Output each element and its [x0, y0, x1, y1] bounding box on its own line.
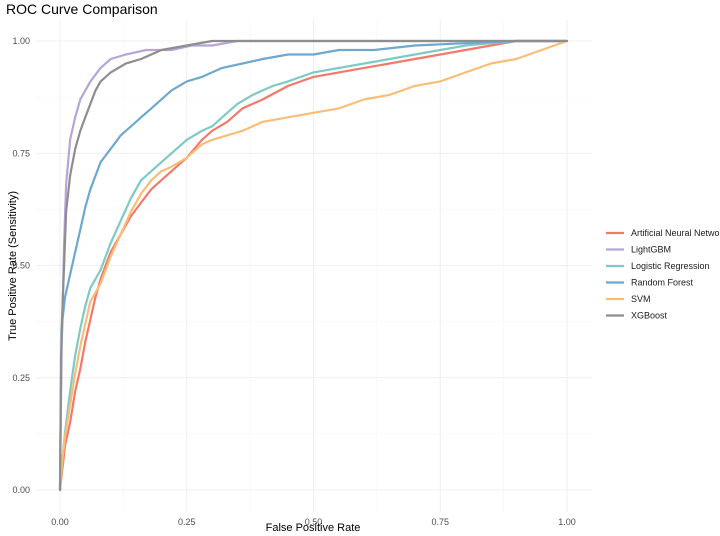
legend-label: LightGBM: [631, 245, 671, 255]
roc-curve-xgboost: [58, 39, 569, 492]
roc-curve-random-forest: [58, 39, 569, 492]
roc-curve-lightgbm: [58, 39, 569, 492]
x-tick-label: 0.50: [305, 517, 323, 527]
curves: [58, 39, 569, 492]
grid: [36, 20, 592, 512]
y-tick-label: 0.75: [12, 148, 30, 158]
legend: Artificial Neural Network LightGBM Logisti…: [606, 228, 720, 321]
y-tick-label: 0.50: [12, 261, 30, 271]
y-axis-title: True Positive Rate (Sensitivity): [7, 191, 19, 341]
x-tick-label: 0.25: [178, 517, 196, 527]
y-tick-label: 0.25: [12, 373, 30, 383]
legend-label: Artificial Neural Network: [631, 228, 720, 238]
roc-curve-svm: [58, 39, 569, 492]
x-tick-label: 1.00: [558, 517, 576, 527]
tick-labels: 0.00 0.25 0.50 0.75 1.00 0.00 0.25 0.50 0.75 1.00: [12, 36, 575, 527]
x-tick-label: 0.75: [431, 517, 449, 527]
legend-label: SVM: [631, 294, 651, 304]
x-tick-label: 0.00: [51, 517, 69, 527]
y-tick-label: 1.00: [12, 36, 30, 46]
roc-curve-logistic-regression: [58, 39, 569, 492]
legend-label: XGBoost: [631, 311, 668, 321]
x-axis-title: False Positive Rate: [266, 522, 361, 534]
chart-title: ROC Curve Comparison: [6, 1, 158, 17]
legend-label: Random Forest: [631, 278, 694, 288]
legend-label: Logistic Regression: [631, 261, 710, 271]
roc-curve-artificial-neural-network: [58, 39, 569, 492]
y-tick-label: 0.00: [12, 485, 30, 495]
